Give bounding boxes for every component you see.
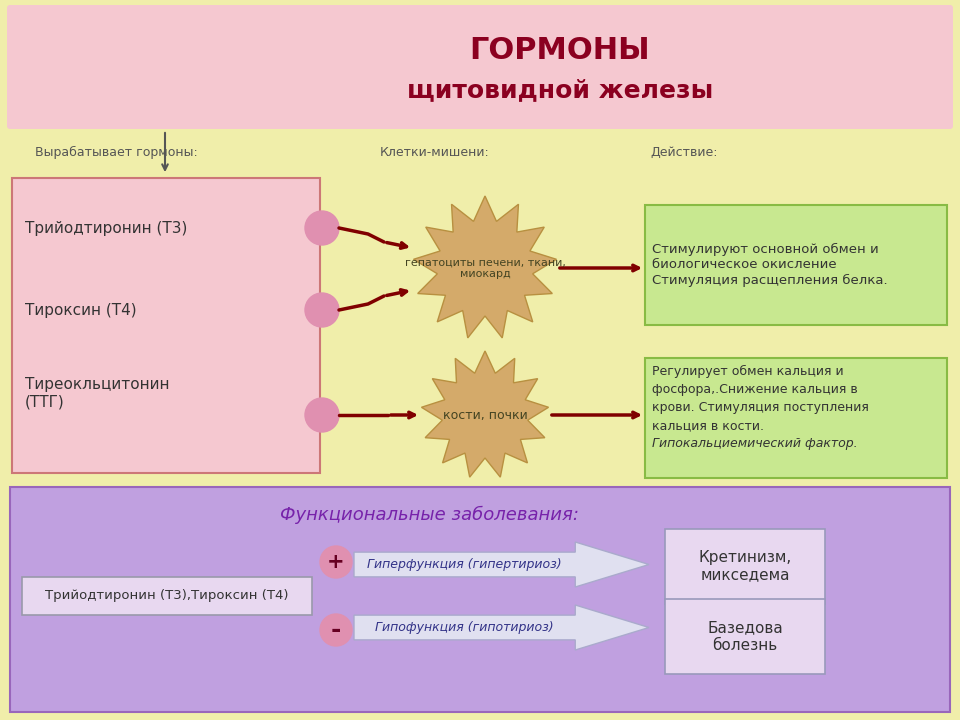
FancyBboxPatch shape [665, 599, 825, 674]
Text: гепатоциты печени, ткани,
миокард: гепатоциты печени, ткани, миокард [404, 257, 565, 279]
Polygon shape [354, 542, 649, 587]
Text: фосфора,.Снижение кальция в: фосфора,.Снижение кальция в [652, 383, 857, 396]
Text: Трийодтиронин (Т3): Трийодтиронин (Т3) [25, 220, 187, 235]
FancyBboxPatch shape [645, 205, 947, 325]
Text: Трийодтиронин (Т3),Тироксин (Т4): Трийодтиронин (Т3),Тироксин (Т4) [45, 590, 289, 603]
Text: Гиперфункция (гипертириоз): Гиперфункция (гипертириоз) [368, 558, 562, 571]
Text: Тиреокльцитонин
(ТТГ): Тиреокльцитонин (ТТГ) [25, 377, 170, 409]
FancyBboxPatch shape [665, 529, 825, 604]
Text: Гипокальциемический фактор.: Гипокальциемический фактор. [652, 437, 857, 450]
Circle shape [305, 398, 339, 432]
Text: -: - [331, 618, 341, 642]
Text: Тироксин (Т4): Тироксин (Т4) [25, 302, 136, 318]
Circle shape [320, 546, 352, 578]
Text: щитовидной железы: щитовидной железы [407, 78, 713, 102]
Text: Стимулируют основной обмен и
биологическое окисление
Стимуляция расщепления белк: Стимулируют основной обмен и биологическ… [652, 243, 888, 287]
FancyBboxPatch shape [22, 577, 312, 615]
FancyBboxPatch shape [7, 5, 953, 129]
Circle shape [305, 293, 339, 327]
Text: Вырабатывает гормоны:: Вырабатывает гормоны: [35, 145, 198, 158]
Polygon shape [421, 351, 548, 477]
Text: +: + [327, 552, 345, 572]
Circle shape [320, 614, 352, 646]
Polygon shape [414, 196, 557, 338]
FancyBboxPatch shape [10, 487, 950, 712]
FancyBboxPatch shape [645, 358, 947, 478]
Text: ГОРМОНЫ: ГОРМОНЫ [469, 35, 650, 65]
Text: кости, почки: кости, почки [443, 408, 527, 421]
Text: Действие:: Действие: [650, 145, 717, 158]
Text: кальция в кости.: кальция в кости. [652, 419, 764, 432]
Polygon shape [354, 605, 649, 650]
Circle shape [305, 211, 339, 245]
Text: Кретинизм,
микседема: Кретинизм, микседема [698, 550, 792, 582]
Text: Регулирует обмен кальция и: Регулирует обмен кальция и [652, 365, 844, 378]
Text: Клетки-мишени:: Клетки-мишени: [380, 145, 490, 158]
FancyBboxPatch shape [12, 178, 320, 473]
Text: Гипофункция (гипотириоз): Гипофункция (гипотириоз) [375, 621, 554, 634]
Text: Базедова
болезнь: Базедова болезнь [708, 621, 782, 653]
Text: крови. Стимуляция поступления: крови. Стимуляция поступления [652, 401, 869, 414]
Text: Функциональные заболевания:: Функциональные заболевания: [280, 506, 580, 524]
